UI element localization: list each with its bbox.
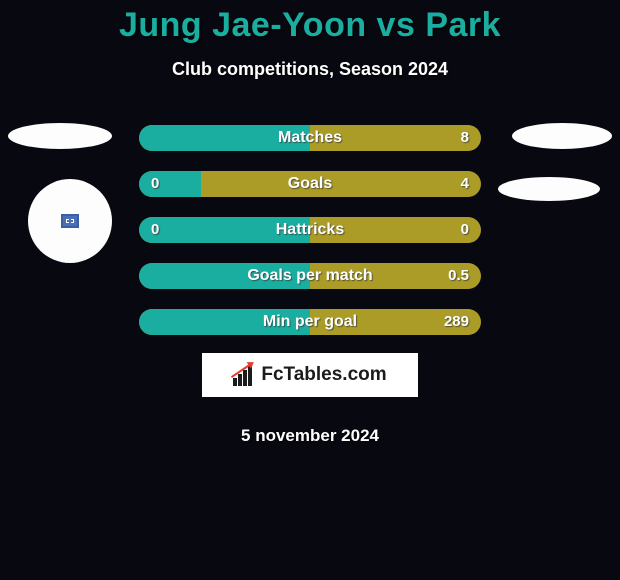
fctables-logo-icon: [233, 364, 257, 386]
brand-text: FcTables.com: [261, 364, 386, 386]
comparison-bars: Matches 8 0 Goals 4 0 Hattricks 0 Goals …: [139, 125, 481, 355]
comparison-widget: Jung Jae-Yoon vs Park Club competitions,…: [0, 0, 620, 580]
player2-badge-top: [512, 123, 612, 149]
page-subtitle: Club competitions, Season 2024: [0, 59, 620, 80]
flag-icon: [61, 214, 79, 228]
stat-row-matches: Matches 8: [139, 125, 481, 151]
stat-value-player2: 289: [444, 309, 469, 335]
stat-label: Hattricks: [139, 217, 481, 243]
stat-label: Min per goal: [139, 309, 481, 335]
stat-label: Goals per match: [139, 263, 481, 289]
stat-value-player2: 8: [461, 125, 469, 151]
generated-date: 5 november 2024: [0, 426, 620, 446]
stat-label: Goals: [139, 171, 481, 197]
stat-label: Matches: [139, 125, 481, 151]
stat-row-goals: 0 Goals 4: [139, 171, 481, 197]
player1-badge-top: [8, 123, 112, 149]
stat-row-hattricks: 0 Hattricks 0: [139, 217, 481, 243]
player1-badge-circle: [28, 179, 112, 263]
page-title: Jung Jae-Yoon vs Park: [0, 0, 620, 45]
player2-badge-bottom: [498, 177, 600, 201]
stat-value-player2: 0.5: [448, 263, 469, 289]
stat-row-min-per-goal: Min per goal 289: [139, 309, 481, 335]
stat-row-goals-per-match: Goals per match 0.5: [139, 263, 481, 289]
brand-box[interactable]: FcTables.com: [202, 353, 418, 397]
stat-value-player2: 0: [461, 217, 469, 243]
stat-value-player2: 4: [461, 171, 469, 197]
